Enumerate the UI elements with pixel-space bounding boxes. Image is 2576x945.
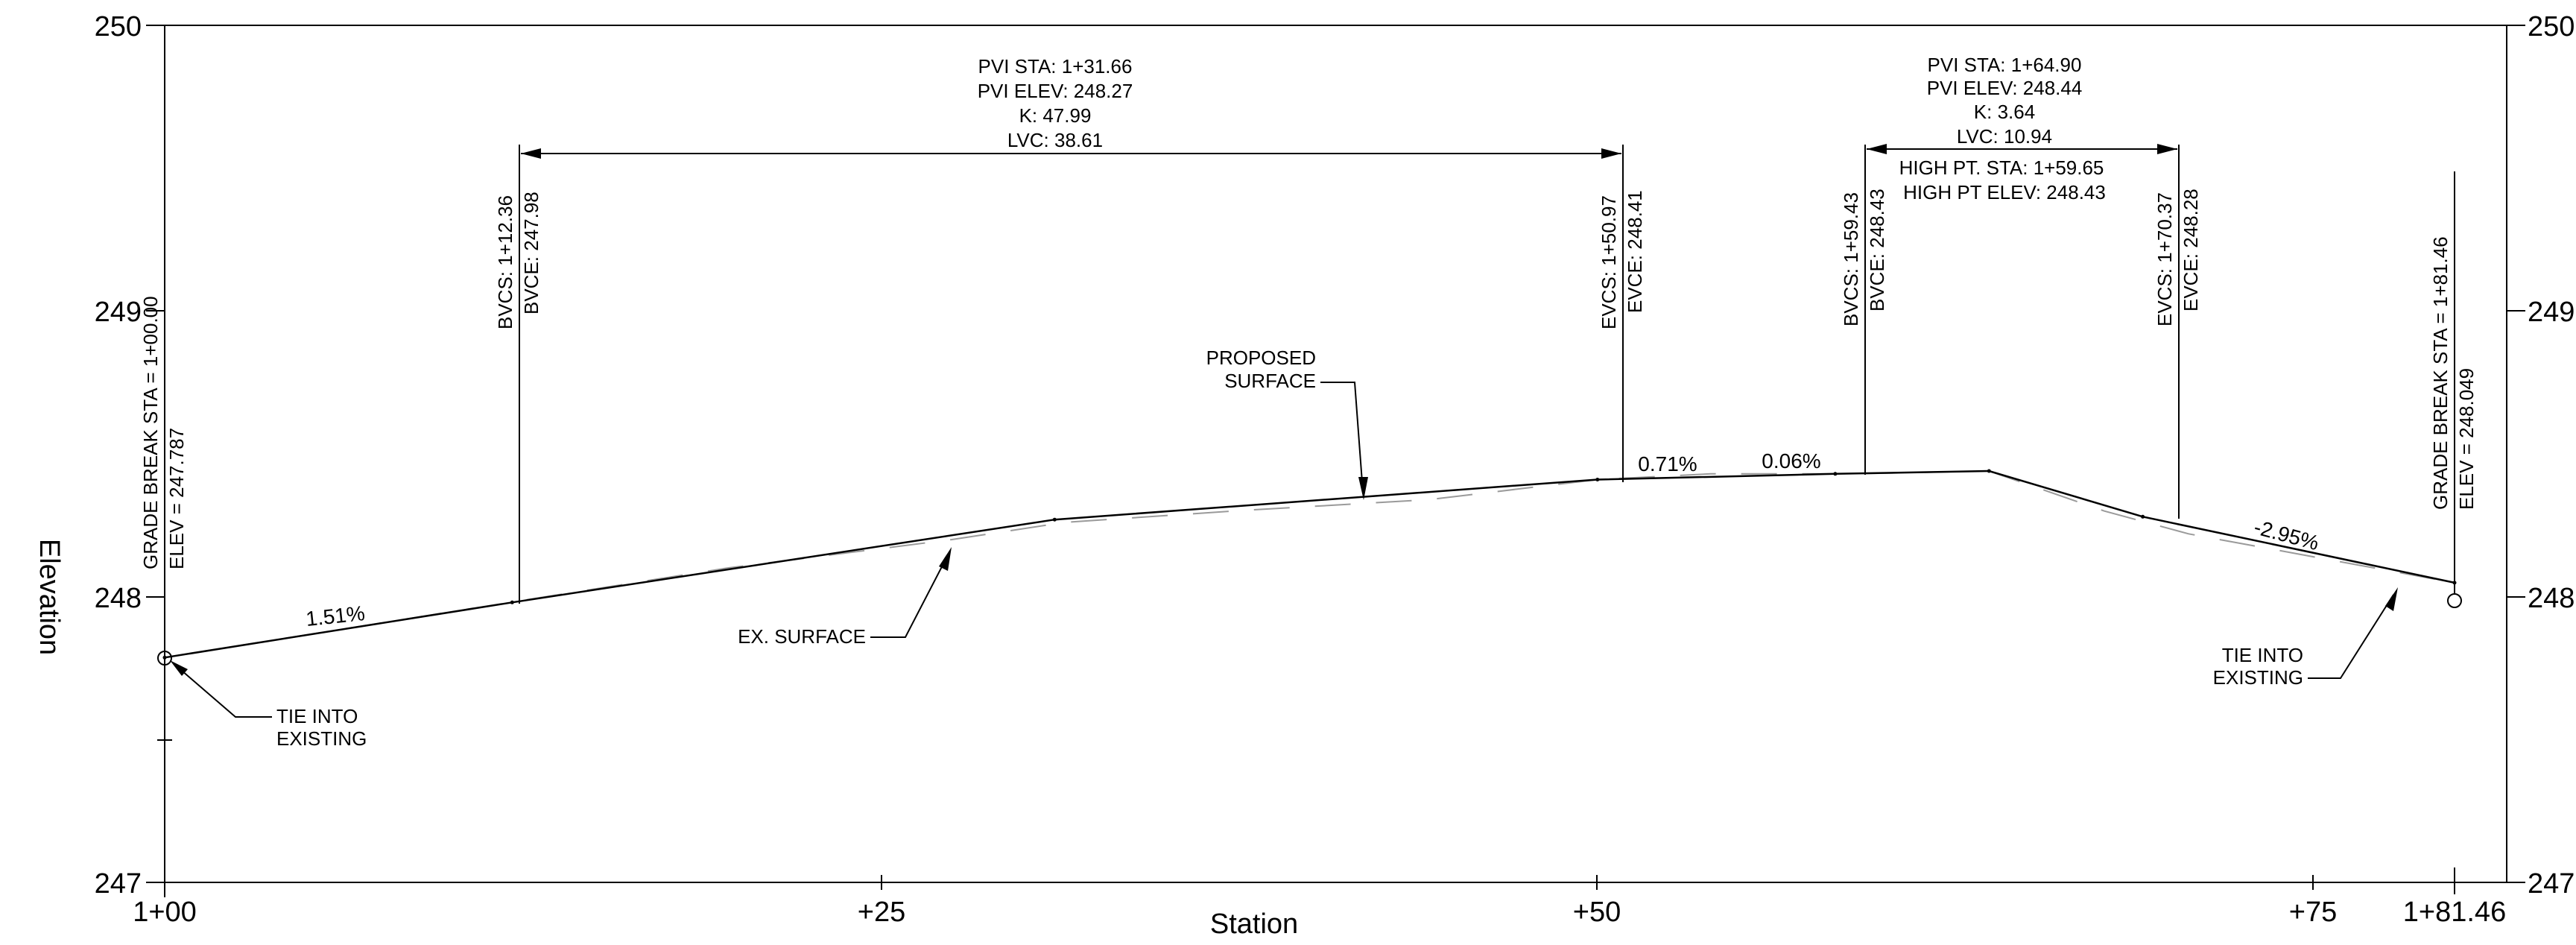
y-tick-labels-right: 250 249 248 247 xyxy=(2528,11,2575,900)
curve-2-pvi-sta: PVI STA: 1+64.90 xyxy=(1928,54,2082,76)
curve-2-bvce: BVCE: 248.43 xyxy=(1866,189,1888,312)
callout-tie-right-leader xyxy=(2308,594,2394,679)
vertical-curve-2: PVI STA: 1+64.90 PVI ELEV: 248.44 K: 3.6… xyxy=(1840,54,2202,519)
callout-ex-surface-text: EX. SURFACE xyxy=(738,625,866,648)
callout-proposed-leader xyxy=(1320,382,1364,493)
curve-2-evcs: EVCS: 1+70.37 xyxy=(2153,192,2176,326)
proposed-vertex-5 xyxy=(1987,469,1991,473)
callout-ex-surface: EX. SURFACE xyxy=(738,547,952,648)
grade-label-4: -2.95% xyxy=(2252,515,2322,554)
curve-2-k: K: 3.64 xyxy=(1974,101,2035,123)
existing-surface-line xyxy=(164,470,2455,659)
lvc-1-arrow-right xyxy=(1601,148,1621,159)
lvc-1-arrow-left xyxy=(521,148,541,159)
grade-label-3: 0.06% xyxy=(1762,449,1820,472)
x-tick-1plus81-46: 1+81.46 xyxy=(2403,897,2506,928)
callout-ex-surface-arrowhead xyxy=(939,547,952,571)
callout-proposed-line1: PROPOSED xyxy=(1206,347,1316,369)
callout-ex-surface-leader xyxy=(870,553,949,638)
callout-tie-right-arrowhead xyxy=(2385,587,2398,611)
grade-break-right: GRADE BREAK STA = 1+81.46 ELEV = 248.049 xyxy=(2429,171,2478,594)
curve-1-pvi-elev: PVI ELEV: 248.27 xyxy=(978,80,1133,102)
x-tick-plus25: +25 xyxy=(858,897,905,928)
callout-proposed-arrowhead xyxy=(1358,477,1368,500)
curve-2-high-pt-sta: HIGH PT. STA: 1+59.65 xyxy=(1899,157,2104,179)
callout-tie-right: TIE INTO EXISTING xyxy=(2213,587,2398,689)
y-tick-248-left: 248 xyxy=(95,583,142,614)
grade-break-left: GRADE BREAK STA = 1+00.00 ELEV = 247.787 xyxy=(139,296,188,569)
proposed-vertex-6 xyxy=(2141,514,2145,519)
x-axis-title: Station xyxy=(1210,908,1298,940)
x-tick-1plus00: 1+00 xyxy=(133,897,197,928)
curve-1-bvce: BVCE: 247.98 xyxy=(520,192,542,315)
y-tick-247-left: 247 xyxy=(95,868,142,900)
lvc-2-arrow-right xyxy=(2157,144,2177,154)
x-tick-plus75: +75 xyxy=(2289,897,2337,928)
callout-proposed-line2: SURFACE xyxy=(1224,370,1316,392)
callout-tie-left-line2: EXISTING xyxy=(276,727,367,750)
plot-frame xyxy=(164,25,2507,883)
y-tick-labels-left: 250 249 248 247 xyxy=(95,11,142,900)
curve-2-bvcs: BVCS: 1+59.43 xyxy=(1840,192,1862,326)
proposed-vertex-0 xyxy=(162,655,167,660)
curve-2-lvc: LVC: 10.94 xyxy=(1957,125,2052,148)
proposed-surface-line xyxy=(164,470,2455,659)
y-tick-248-right: 248 xyxy=(2528,583,2575,614)
grade-break-right-elev: ELEV = 248.049 xyxy=(2455,368,2478,510)
curve-1-evce: EVCE: 248.41 xyxy=(1624,190,1646,313)
proposed-vertex-2 xyxy=(1052,517,1057,522)
callout-proposed-surface: PROPOSED SURFACE xyxy=(1206,347,1368,500)
y-axis-title: Elevation xyxy=(34,539,65,655)
proposed-vertex-3 xyxy=(1595,478,1600,481)
proposed-vertex-4 xyxy=(1833,472,1838,476)
tie-in-point-right xyxy=(2447,593,2462,608)
proposed-vertex-points xyxy=(162,469,2457,660)
grade-break-left-sta: GRADE BREAK STA = 1+00.00 xyxy=(139,296,162,569)
curve-2-pvi-elev: PVI ELEV: 248.44 xyxy=(1927,77,2083,99)
lvc-2-arrow-left xyxy=(1867,144,1887,154)
y-tick-247-right: 247 xyxy=(2528,868,2575,900)
curve-1-pvi-sta: PVI STA: 1+31.66 xyxy=(978,55,1133,78)
x-tick-labels: 1+00 +25 +50 +75 1+81.46 xyxy=(133,897,2506,928)
x-tick-plus50: +50 xyxy=(1573,897,1621,928)
curve-1-evcs: EVCS: 1+50.97 xyxy=(1598,195,1620,329)
curve-2-evce: EVCE: 248.28 xyxy=(2180,189,2202,312)
callout-tie-right-line2: EXISTING xyxy=(2213,666,2303,689)
callout-tie-right-line1: TIE INTO xyxy=(2222,644,2303,666)
vertical-curve-1: PVI STA: 1+31.66 PVI ELEV: 248.27 K: 47.… xyxy=(494,55,1646,604)
curve-1-bvcs: BVCS: 1+12.36 xyxy=(494,195,516,329)
tie-in-point-left xyxy=(157,651,172,666)
callout-tie-left-line1: TIE INTO xyxy=(276,705,358,727)
y-tick-250-right: 250 xyxy=(2528,11,2575,42)
grade-label-2: 0.71% xyxy=(1638,452,1697,475)
curve-2-high-pt-elev: HIGH PT ELEV: 248.43 xyxy=(1903,181,2106,203)
curve-1-lvc: LVC: 38.61 xyxy=(1007,129,1103,151)
y-tick-249-left: 249 xyxy=(95,297,142,328)
callout-tie-left-leader xyxy=(175,665,272,718)
axis-tick-marks xyxy=(146,25,2525,897)
y-tick-250-left: 250 xyxy=(95,11,142,42)
grade-break-left-elev: ELEV = 247.787 xyxy=(165,428,188,569)
grade-labels: 1.51% 0.71% 0.06% -2.95% xyxy=(305,449,2321,630)
callout-tie-left-arrowhead xyxy=(170,660,188,676)
y-tick-249-right: 249 xyxy=(2528,297,2575,328)
proposed-vertex-1 xyxy=(510,600,514,604)
grade-break-right-sta: GRADE BREAK STA = 1+81.46 xyxy=(2429,236,2452,510)
callout-tie-left: TIE INTO EXISTING xyxy=(170,660,367,750)
curve-1-k: K: 47.99 xyxy=(1019,104,1092,127)
